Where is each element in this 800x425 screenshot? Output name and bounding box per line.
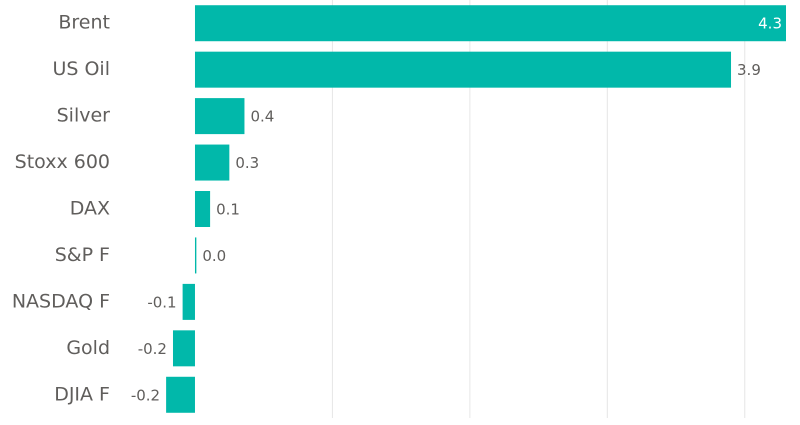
bar [194,51,732,88]
bar [194,5,786,42]
category-label: Brent [58,12,110,34]
bar [166,376,195,413]
value-label: 0.4 [250,108,274,126]
category-label: S&P F [55,244,110,266]
value-label: 3.9 [737,61,761,79]
value-label: -0.1 [147,293,176,311]
category-label: Stoxx 600 [15,151,110,173]
value-label: -0.2 [138,340,167,358]
value-label: 4.3 [758,15,782,33]
category-label: DJIA F [54,383,110,405]
category-label: Gold [66,337,110,359]
category-label: NASDAQ F [12,290,110,312]
category-label: Silver [57,105,111,127]
bar [194,144,230,181]
bar [194,98,245,135]
value-label: 0.3 [235,154,259,172]
bar [194,237,197,274]
bar [194,191,211,227]
value-label: -0.2 [131,386,160,404]
category-label: DAX [70,198,110,220]
value-label: 0.0 [202,247,226,265]
bar [172,330,195,367]
value-label: 0.1 [216,201,240,219]
category-label: US Oil [52,58,110,80]
bar [182,283,195,320]
